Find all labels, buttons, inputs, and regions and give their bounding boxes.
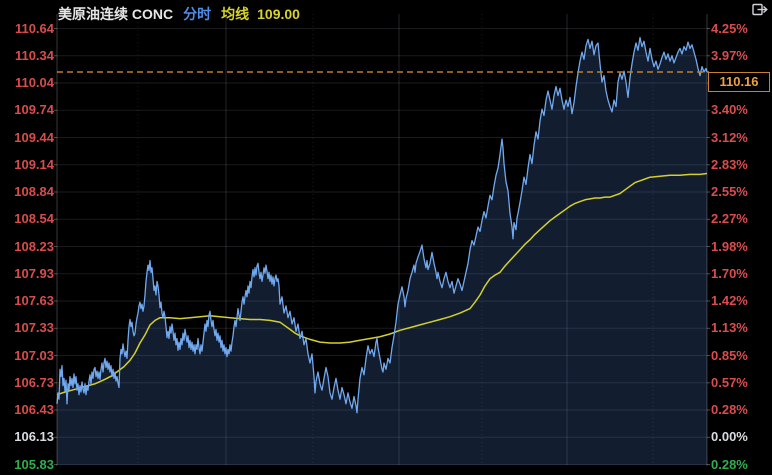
- left-axis-label: 110.64: [14, 20, 54, 36]
- right-axis-label: 1.98%: [711, 238, 748, 254]
- right-axis-label: 2.55%: [711, 184, 748, 199]
- right-axis-label: 0.00%: [711, 429, 748, 445]
- left-axis-label: 105.83: [14, 456, 54, 472]
- period-label[interactable]: 分时: [183, 6, 212, 22]
- right-axis-label: 0.57%: [711, 374, 748, 390]
- left-axis-label: 109.74: [14, 102, 54, 118]
- symbol-name: 美原油连续 CONC: [58, 6, 174, 22]
- left-axis-label: 106.73: [14, 374, 54, 390]
- left-axis-label: 109.14: [14, 156, 54, 172]
- left-axis-label: 109.44: [14, 129, 54, 145]
- ma-label: 均线: [221, 6, 250, 22]
- right-axis-label: 1.42%: [711, 293, 748, 308]
- right-axis-label: 3.12%: [711, 129, 748, 145]
- right-axis-label: 1.13%: [711, 320, 748, 336]
- left-axis-label: 107.93: [14, 265, 54, 281]
- left-axis-label: 106.43: [14, 402, 54, 417]
- left-axis-label: 110.34: [14, 47, 54, 63]
- right-axis-label: 2.27%: [711, 211, 748, 227]
- chart-header: 美原油连续 CONC 分时 均线 109.00: [58, 4, 300, 24]
- right-axis-label: 0.85%: [711, 347, 748, 363]
- left-axis-label: 107.03: [14, 347, 54, 363]
- left-axis-label: 107.63: [14, 293, 54, 308]
- left-axis-label: 107.33: [14, 320, 54, 336]
- left-axis-label: 110.04: [14, 75, 54, 90]
- right-axis-label: 2.83%: [711, 156, 748, 172]
- right-axis-label: 1.70%: [711, 265, 748, 281]
- right-axis-label: 3.97%: [711, 47, 748, 63]
- current-price-badge: 110.16: [708, 72, 770, 92]
- left-axis-label: 106.13: [14, 429, 54, 445]
- right-axis-label: 4.25%: [711, 20, 748, 36]
- ma-value: 109.00: [257, 6, 300, 22]
- right-axis-label: 0.28%: [711, 402, 748, 417]
- left-axis-label: 108.23: [14, 238, 54, 254]
- left-axis-label: 108.54: [14, 211, 54, 227]
- popout-icon[interactable]: [752, 2, 769, 17]
- left-axis-label: 108.84: [14, 184, 54, 199]
- right-axis-label: 0.28%: [711, 456, 748, 472]
- right-axis-label: 3.40%: [711, 102, 748, 118]
